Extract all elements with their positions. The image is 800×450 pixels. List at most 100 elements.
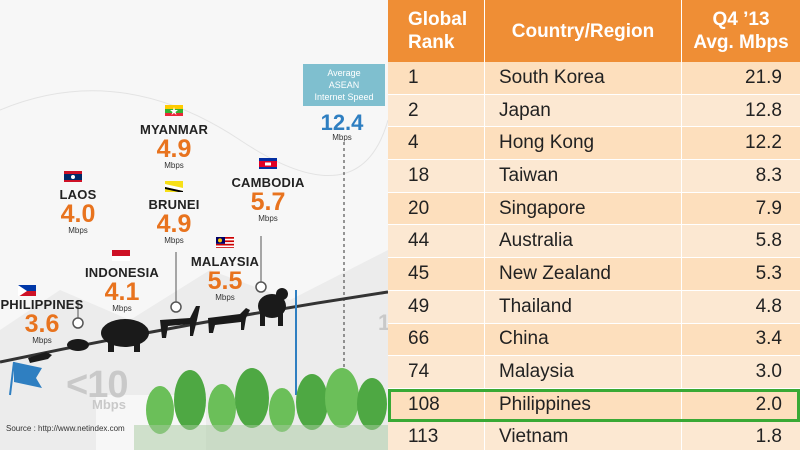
country-cambodia: CAMBODIA 5.7 Mbps <box>223 175 313 223</box>
country-indonesia: INDONESIA 4.1 Mbps <box>77 265 167 313</box>
country-unit: Mbps <box>215 293 235 302</box>
cell-rank: 113 <box>388 421 485 450</box>
average-speed: 12.4 <box>320 110 364 135</box>
cell-rank: 44 <box>388 225 485 258</box>
animal-silhouettes <box>28 288 288 363</box>
lizard-icon <box>28 352 52 363</box>
goat-icon <box>160 306 200 338</box>
myanmar-flag-icon <box>165 104 183 116</box>
cell-speed: 5.3 <box>755 262 782 284</box>
table-header: Global Rank Country/Region Q4 ’13 Avg. M… <box>388 0 800 62</box>
speed-ranking-table: Global Rank Country/Region Q4 ’13 Avg. M… <box>388 0 800 450</box>
country-speed: 4.0 <box>60 200 96 228</box>
country-unit: Mbps <box>258 214 278 223</box>
table-row: 113 Vietnam 1.8 <box>388 421 800 450</box>
cell-speed: 12.8 <box>745 99 782 121</box>
table-row: 2 Japan 12.8 <box>388 94 800 128</box>
header-country: Country/Region <box>485 0 682 62</box>
average-label-line3: Internet Speed <box>314 92 374 102</box>
cell-speed: 3.0 <box>755 361 782 383</box>
cell-country: Malaysia <box>485 356 682 388</box>
table-body: 1 South Korea 21.9 2 Japan 12.8 4 Hong Kong 12.2… <box>388 62 800 450</box>
cell-country: Hong Kong <box>485 127 682 160</box>
ape-head <box>276 288 288 300</box>
table-row: 108 Philippines 2.0 <box>388 388 800 422</box>
ape-leg <box>278 312 283 326</box>
laos-flag-icon <box>64 170 82 182</box>
threshold-unit: Mbps <box>92 397 126 412</box>
header-speed-line2: Avg. Mbps <box>693 32 789 53</box>
country-name: MYANMAR <box>139 122 209 137</box>
country-name: CAMBODIA <box>231 175 305 190</box>
tree-icon <box>357 378 387 430</box>
philippines-flag-icon <box>18 284 36 296</box>
average-label-line2: ASEAN <box>328 80 360 90</box>
hippo-leg <box>134 340 140 352</box>
header-rank-line1: Global <box>408 9 468 30</box>
country-speed: 5.5 <box>207 267 243 295</box>
cell-speed: 4.8 <box>755 295 782 317</box>
cell-speed: 5.8 <box>755 230 782 252</box>
cell-country: Taiwan <box>485 160 682 192</box>
table-row: 66 China 3.4 <box>388 323 800 357</box>
ape-leg <box>260 312 265 326</box>
country-laos: LAOS 4.0 Mbps <box>33 187 123 235</box>
country-name: LAOS <box>59 187 97 202</box>
laos-pin <box>72 317 84 329</box>
cell-speed: 7.9 <box>755 197 782 219</box>
table-row: 18 Taiwan 8.3 <box>388 160 800 193</box>
country-unit: Mbps <box>112 304 132 313</box>
cambodia-flag-icon <box>259 157 277 169</box>
header-speed-line1: Q4 ’13 <box>712 9 770 30</box>
cell-rank: 66 <box>388 323 485 356</box>
flag-marker-icon <box>9 361 42 396</box>
tree-icon <box>325 368 359 428</box>
myanmar-pin <box>170 301 182 313</box>
tree-icon <box>208 384 236 432</box>
tree-icon <box>146 386 174 434</box>
small-animal-icon <box>67 339 89 351</box>
source-credit: Source : http://www.netindex.com <box>6 424 125 433</box>
country-unit: Mbps <box>164 236 184 245</box>
cell-rank: 4 <box>388 127 485 160</box>
cell-country: Thailand <box>485 290 682 323</box>
table-row: 20 Singapore 7.9 <box>388 192 800 226</box>
table-row: 4 Hong Kong 12.2 <box>388 127 800 161</box>
country-unit: Mbps <box>68 226 88 235</box>
tree-icon <box>296 374 328 430</box>
dog-icon <box>208 308 250 333</box>
threshold-label: <10 <box>66 364 128 406</box>
header-speed: Q4 ’13 Avg. Mbps <box>682 0 800 62</box>
table-row: 44 Australia 5.8 <box>388 225 800 259</box>
table-row: 49 Thailand 4.8 <box>388 290 800 324</box>
cell-speed: 2.0 <box>755 393 782 415</box>
country-unit: Mbps <box>32 336 52 345</box>
cell-rank: 2 <box>388 94 485 127</box>
average-unit: Mbps <box>332 133 352 142</box>
average-label-box: Average ASEAN Internet Speed <box>303 64 385 106</box>
country-speed: 3.6 <box>24 310 60 338</box>
brunei-flag-icon <box>165 180 183 192</box>
country-name: INDONESIA <box>84 265 160 280</box>
asean-speed-infographic: PHILIPPINES 3.6 Mbps LAOS 4.0 Mbps INDON… <box>0 0 388 450</box>
cell-rank: 20 <box>388 192 485 225</box>
cut-off-number: 1 <box>378 310 388 335</box>
faint-wave <box>0 90 388 176</box>
country-myanmar: MYANMAR 4.9 Mbps <box>129 122 219 170</box>
cambodia-pin <box>255 281 267 293</box>
cell-speed: 21.9 <box>745 66 782 88</box>
cell-rank: 74 <box>388 356 485 388</box>
cell-speed: 8.3 <box>755 164 782 186</box>
country-speed: 4.9 <box>156 210 192 238</box>
cell-country: China <box>485 323 682 356</box>
tree-icon <box>174 370 206 430</box>
country-name: BRUNEI <box>148 197 200 212</box>
cell-rank: 1 <box>388 62 485 94</box>
cell-country: New Zealand <box>485 258 682 290</box>
tree-icon <box>269 388 295 432</box>
table-row: 1 South Korea 21.9 <box>388 62 800 95</box>
cell-country: South Korea <box>485 62 682 94</box>
country-brunei: BRUNEI 4.9 Mbps <box>129 197 219 245</box>
cell-country: Philippines <box>485 388 682 421</box>
cell-country: Singapore <box>485 192 682 225</box>
